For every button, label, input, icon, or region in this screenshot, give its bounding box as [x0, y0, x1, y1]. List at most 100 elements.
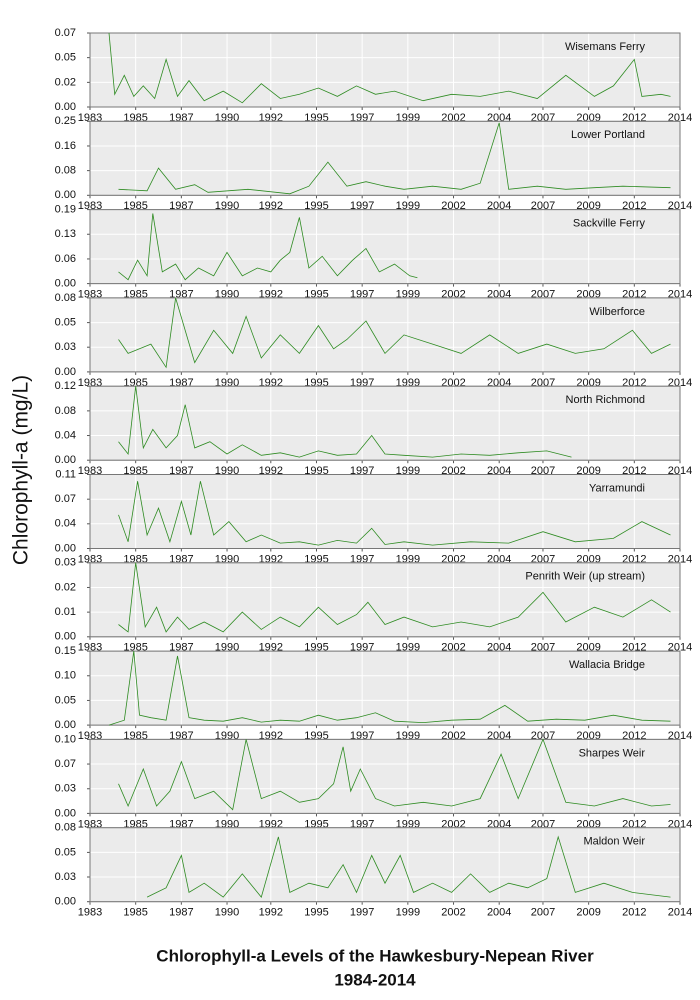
y-tick-label: 0.08: [55, 292, 76, 304]
series-line: [108, 32, 671, 104]
y-tick-label: 0.00: [55, 719, 76, 731]
y-tick-label: 0.00: [55, 366, 76, 378]
y-tick-label: 0.00: [55, 542, 76, 554]
y-tick-label: 0.25: [55, 115, 76, 127]
plot-border: [89, 650, 681, 726]
x-tick-label: 1985: [123, 907, 147, 919]
plot-border: [89, 827, 681, 903]
y-tick-label: 0.15: [55, 645, 76, 657]
panel: 1983 1985 1987 1990 1992 1995 1997 1999 2002 2004…: [55, 115, 693, 212]
plot-border: [89, 474, 681, 549]
y-tick-label: 0.04: [55, 429, 76, 441]
series-line: [118, 481, 671, 546]
y-tick-label: 0.08: [55, 405, 76, 417]
x-tick-label: 1999: [396, 907, 420, 919]
y-tick-label: 0.07: [55, 27, 76, 39]
y-tick-label: 0.00: [55, 631, 76, 643]
y-tick-label: 0.00: [55, 101, 76, 113]
y-tick-label: 0.04: [55, 518, 76, 530]
x-tick-label: 2009: [576, 907, 600, 919]
y-tick-label: 0.08: [55, 165, 76, 177]
series-line: [118, 297, 671, 369]
series-line: [108, 651, 671, 726]
y-tick-label: 0.19: [55, 204, 76, 216]
panel: 1983 1985 1987 1990 1992 1995 1997 1999 2002 2004…: [55, 204, 693, 301]
plot-border: [89, 32, 681, 108]
y-axis-label: Chlorophyll-a (mg/L): [10, 375, 33, 565]
x-tick-label: 2004: [487, 907, 511, 919]
x-tick-label: 1992: [259, 907, 283, 919]
y-tick-label: 0.00: [55, 454, 76, 466]
x-tick-label: 2014: [668, 907, 692, 919]
station-name: Maldon Weir: [583, 836, 645, 848]
plot-area: [89, 385, 681, 461]
x-tick-label: 1995: [304, 907, 328, 919]
plot-border: [89, 209, 681, 285]
plot-area: [89, 474, 681, 549]
panel: 1983 1985 1987 1990 1992 1995 1997 1999 2002 2004…: [55, 27, 693, 124]
station-name: Wallacia Bridge: [569, 659, 645, 671]
panel: 1983 1985 1987 1990 1992 1995 1997 1999 2002 2004…: [55, 733, 693, 830]
y-tick-label: 0.03: [55, 557, 76, 569]
series-line: [118, 562, 671, 633]
y-tick-label: 0.03: [55, 783, 76, 795]
plot-area: [89, 32, 681, 108]
plot-area: [89, 209, 681, 285]
x-tick-label: 1983: [78, 907, 102, 919]
station-name: Sackville Ferry: [573, 218, 646, 230]
y-tick-label: 0.05: [55, 694, 76, 706]
panel: 1983 1985 1987 1990 1992 1995 1997 1999 2002 2004…: [55, 468, 693, 565]
x-tick-label: 1997: [350, 907, 374, 919]
y-tick-label: 0.16: [55, 140, 76, 152]
y-tick-label: 0.10: [55, 733, 76, 745]
y-tick-label: 0.10: [55, 670, 76, 682]
station-name: Lower Portland: [571, 129, 645, 141]
y-tick-label: 0.01: [55, 606, 76, 618]
series-line: [118, 213, 418, 281]
panel: 1983 1985 1987 1990 1992 1995 1997 1999 2002 2004…: [55, 292, 693, 389]
y-tick-label: 0.00: [55, 896, 76, 908]
plot-border: [89, 120, 681, 196]
x-tick-label: 1990: [215, 907, 239, 919]
x-tick-label: 2002: [441, 907, 465, 919]
y-tick-label: 0.08: [55, 822, 76, 834]
station-name: Wisemans Ferry: [565, 41, 646, 53]
y-tick-label: 0.11: [55, 468, 76, 480]
y-tick-label: 0.03: [55, 871, 76, 883]
station-name: Yarramundi: [589, 482, 645, 494]
plot-border: [89, 562, 681, 638]
x-tick-label: 2012: [622, 907, 646, 919]
figure-subtitle: 1984-2014: [334, 970, 416, 989]
panel: 1983 1985 1987 1990 1992 1995 1997 1999 2002 2004…: [55, 557, 693, 654]
y-tick-label: 0.02: [55, 581, 76, 593]
station-name: Wilberforce: [589, 306, 645, 318]
series-line: [118, 386, 572, 458]
y-tick-label: 0.03: [55, 341, 76, 353]
y-tick-label: 0.05: [55, 52, 76, 64]
y-tick-label: 0.05: [55, 846, 76, 858]
series-line: [146, 835, 671, 898]
station-name: North Richmond: [566, 394, 645, 406]
plot-area: [89, 297, 681, 373]
panel: 1983 1985 1987 1990 1992 1995 1997 1999 2002 2004…: [55, 822, 693, 919]
y-tick-label: 0.00: [55, 278, 76, 290]
station-name: Penrith Weir (up stream): [525, 571, 645, 583]
y-tick-label: 0.13: [55, 228, 76, 240]
plot-border: [89, 738, 681, 814]
y-tick-label: 0.00: [55, 807, 76, 819]
y-tick-label: 0.07: [55, 758, 76, 770]
figure-title: Chlorophyll-a Levels of the Hawkesbury-N…: [156, 946, 594, 965]
x-tick-label: 1987: [169, 907, 193, 919]
station-name: Sharpes Weir: [579, 747, 646, 759]
series-line: [118, 738, 671, 811]
y-tick-label: 0.00: [55, 189, 76, 201]
panel: 1983 1985 1987 1990 1992 1995 1997 1999 2002 2004…: [55, 380, 693, 477]
x-tick-label: 2007: [531, 907, 555, 919]
y-tick-label: 0.07: [55, 493, 76, 505]
panel: 1983 1985 1987 1990 1992 1995 1997 1999 2002 2004…: [55, 645, 693, 742]
y-tick-label: 0.06: [55, 253, 76, 265]
plot-border: [89, 297, 681, 373]
y-tick-label: 0.02: [55, 76, 76, 88]
plot-border: [89, 385, 681, 461]
